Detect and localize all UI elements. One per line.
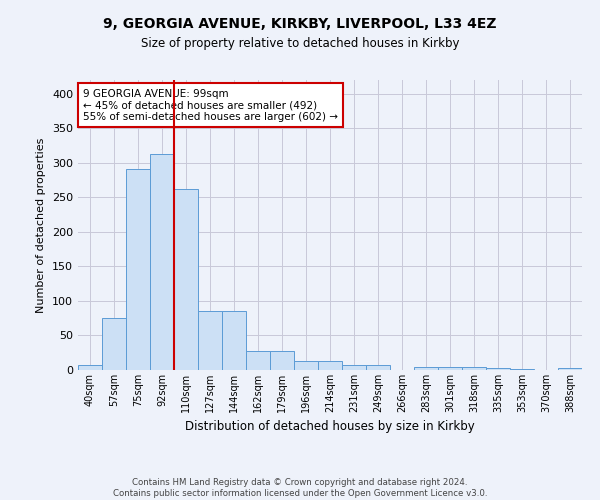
Text: 9 GEORGIA AVENUE: 99sqm
← 45% of detached houses are smaller (492)
55% of semi-d: 9 GEORGIA AVENUE: 99sqm ← 45% of detache… [83, 88, 338, 122]
Bar [150, 154, 174, 370]
Y-axis label: Number of detached properties: Number of detached properties [37, 138, 46, 312]
Bar [126, 169, 150, 370]
Bar [414, 366, 438, 370]
Bar [438, 366, 462, 370]
Bar [318, 361, 342, 370]
Bar [246, 352, 270, 370]
Bar [78, 365, 102, 370]
Text: Size of property relative to detached houses in Kirkby: Size of property relative to detached ho… [141, 38, 459, 51]
Bar [102, 318, 126, 370]
Bar [462, 367, 486, 370]
X-axis label: Distribution of detached houses by size in Kirkby: Distribution of detached houses by size … [185, 420, 475, 434]
Bar [294, 361, 318, 370]
Bar [486, 368, 510, 370]
Bar [174, 189, 198, 370]
Bar [342, 365, 366, 370]
Bar [198, 312, 222, 370]
Bar [366, 365, 390, 370]
Bar [558, 368, 582, 370]
Bar [270, 352, 294, 370]
Text: 9, GEORGIA AVENUE, KIRKBY, LIVERPOOL, L33 4EZ: 9, GEORGIA AVENUE, KIRKBY, LIVERPOOL, L3… [103, 18, 497, 32]
Text: Contains HM Land Registry data © Crown copyright and database right 2024.
Contai: Contains HM Land Registry data © Crown c… [113, 478, 487, 498]
Bar [222, 312, 246, 370]
